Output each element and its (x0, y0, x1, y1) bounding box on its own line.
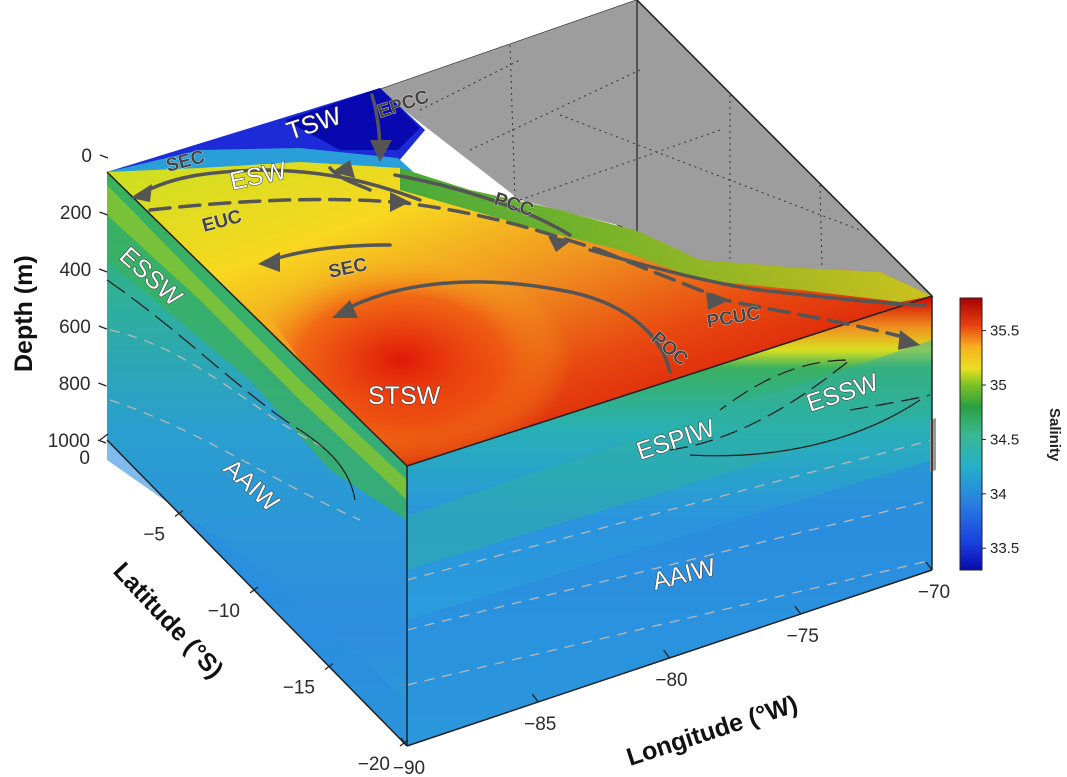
depth-axis-tick-mark (98, 268, 108, 273)
colorbar-tick-label: 34 (990, 486, 1007, 503)
colorbar-ticks: 33.5 34 34.5 35 35.5 (982, 323, 1019, 557)
top-surface-green-rim (400, 168, 932, 302)
colorbar-tick-label: 34.5 (990, 431, 1019, 448)
longitude-axis-tick-label: −80 (655, 670, 687, 691)
longitude-axis-tick-mark (400, 737, 408, 747)
longitude-axis-tick-mark (531, 693, 539, 703)
top-surface-tsw-deep (285, 88, 420, 150)
depth-axis-tick-mark (98, 382, 107, 387)
longitude-axis-tick-label: −75 (787, 626, 819, 647)
depth-axis-tick-mark (98, 325, 108, 330)
colorbar-tick-label: 35.5 (990, 323, 1019, 340)
depth-axis-tick-label: 600 (59, 317, 91, 338)
label-stsw: STSW (368, 382, 441, 410)
colorbar-title: Salinity (1046, 408, 1063, 462)
colorbar: 33.5 34 34.5 35 35.5 Salinity (959, 297, 1063, 571)
top-surface-hot (230, 230, 610, 466)
left-face-essw-band2 (107, 185, 407, 500)
longitude-axis-tick-label: −70 (918, 582, 950, 603)
depth-axis-tick-label: 400 (59, 260, 91, 281)
latitude-axis-tick-label: −10 (208, 601, 240, 622)
longitude-axis-title: Longitude (°W) (623, 690, 801, 772)
depth-axis-tick-label: 200 (60, 203, 92, 224)
longitude-axis-tick-mark (925, 561, 933, 571)
longitude-axis-tick-mark (794, 605, 802, 615)
latitude-axis-tick-mark (249, 586, 259, 594)
front-face-blue-band (407, 460, 932, 746)
latitude-axis-tick-mark (174, 509, 184, 518)
current-arrowheads (130, 140, 920, 350)
latitude-axis-tick-label: 0 (79, 448, 90, 469)
depth-axis-title: Depth (m) (10, 255, 38, 372)
longitude-axis-tick-label: −90 (393, 758, 425, 777)
depth-axis-tick-mark (99, 211, 108, 216)
colorbar-tick-label: 33.5 (990, 540, 1019, 557)
latitude-axis-tick-label: −20 (358, 754, 390, 775)
contour-lines (106, 279, 931, 501)
longitude-axis-tick-mark (662, 649, 671, 659)
latitude-axis-tick-label: −5 (143, 525, 165, 546)
depth-axis-tick-mark (99, 154, 109, 159)
front-face-dashed-lines (109, 329, 933, 686)
depth-axis: 0 200 400 600 800 1000 (48, 146, 109, 452)
colorbar-tick-label: 35 (990, 377, 1007, 394)
colorbar-bar (959, 297, 983, 571)
depth-axis-tick-label: 0 (81, 146, 92, 167)
depth-axis-tick-label: 1000 (48, 431, 90, 452)
salinity-wall-stripe (930, 418, 936, 472)
back-wall-left (378, 0, 637, 230)
latitude-axis-tick-label: −15 (283, 678, 315, 699)
box-outline (106, 171, 933, 747)
latitude-axis-tick-mark (324, 662, 334, 671)
front-face-teal-band (407, 340, 932, 570)
longitude-axis: −90 −85 −80 −75 −70 (393, 561, 950, 777)
back-edge (636, 0, 933, 297)
latitude-axis-tick-mark (99, 433, 109, 441)
depth-axis-tick-mark (97, 439, 107, 444)
depth-axis-tick-label: 800 (59, 374, 91, 395)
longitude-axis-tick-label: −85 (524, 714, 556, 735)
